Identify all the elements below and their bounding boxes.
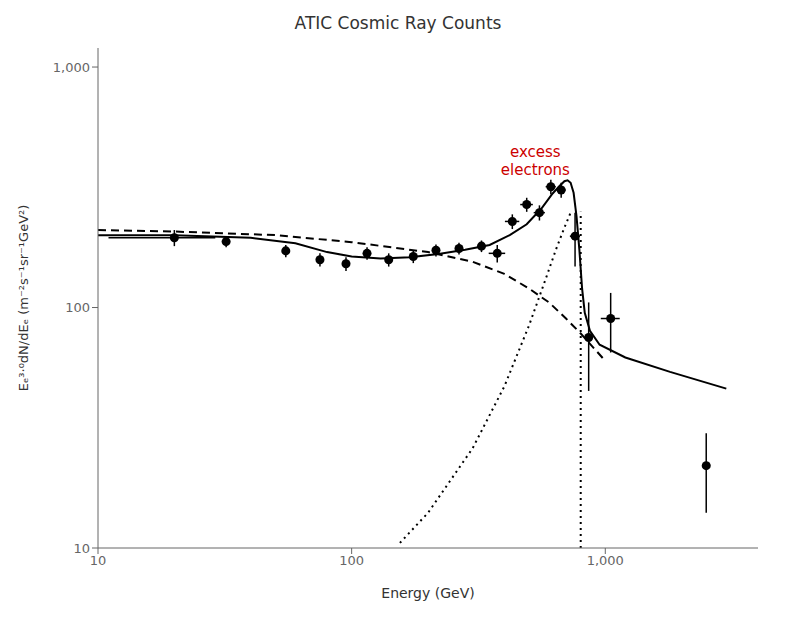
svg-text:100: 100: [65, 300, 90, 315]
svg-text:Eₑ³·⁰dN/dEₑ (m⁻²s⁻¹sr⁻¹GeV²): Eₑ³·⁰dN/dEₑ (m⁻²s⁻¹sr⁻¹GeV²): [16, 205, 31, 392]
svg-text:10: 10: [73, 541, 90, 556]
svg-text:Energy (GeV): Energy (GeV): [381, 585, 474, 601]
svg-text:excesselectrons: excesselectrons: [501, 143, 570, 179]
svg-text:10: 10: [90, 553, 107, 568]
svg-text:1,000: 1,000: [53, 60, 90, 75]
svg-text:100: 100: [339, 553, 364, 568]
html-text:ATIC Cosmic Ray Counts: ATIC Cosmic Ray Counts: [294, 13, 502, 33]
svg-text:1,000: 1,000: [587, 553, 624, 568]
